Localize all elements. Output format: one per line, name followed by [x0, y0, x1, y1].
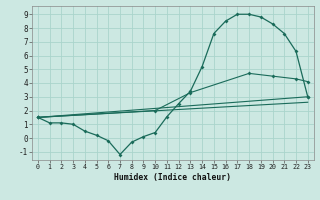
- X-axis label: Humidex (Indice chaleur): Humidex (Indice chaleur): [114, 173, 231, 182]
